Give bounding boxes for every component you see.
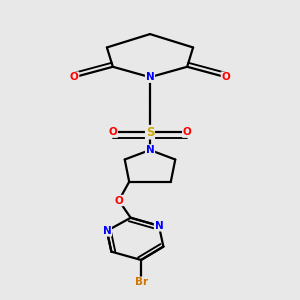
Text: Br: Br (134, 277, 148, 287)
Text: O: O (109, 127, 117, 137)
Text: O: O (70, 72, 79, 82)
Text: S: S (146, 126, 154, 139)
Text: O: O (221, 72, 230, 82)
Text: N: N (103, 226, 111, 236)
Text: N: N (154, 221, 163, 231)
Text: N: N (146, 145, 154, 155)
Text: O: O (183, 127, 191, 137)
Text: O: O (114, 196, 123, 206)
Text: N: N (146, 72, 154, 82)
